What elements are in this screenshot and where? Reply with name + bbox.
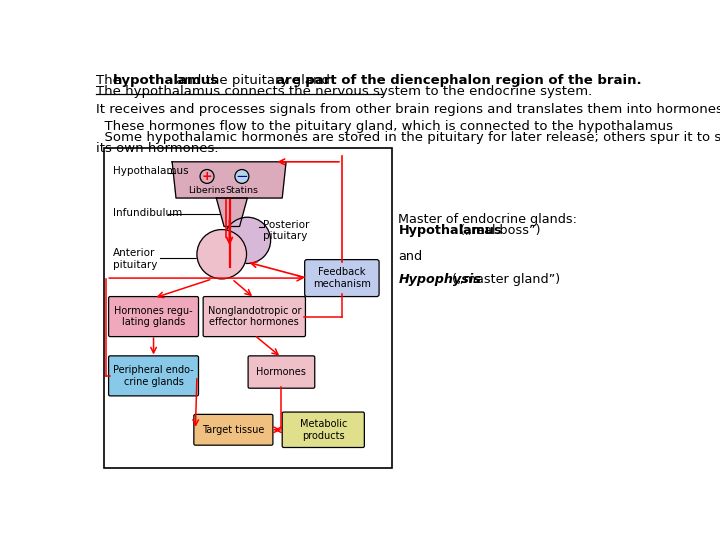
Text: Nonglandotropic or
effector hormones: Nonglandotropic or effector hormones — [207, 306, 301, 327]
Text: The hypothalamus connects the nervous system to the endocrine system.: The hypothalamus connects the nervous sy… — [96, 85, 593, 98]
Text: Some hypothalamic hormones are stored in the pituitary for later release; others: Some hypothalamic hormones are stored in… — [96, 131, 720, 144]
Circle shape — [235, 170, 249, 184]
Circle shape — [200, 170, 214, 184]
Text: („real boss”): („real boss”) — [456, 224, 540, 237]
Text: Hypophysis: Hypophysis — [398, 273, 482, 286]
Text: Posterior
pituitary: Posterior pituitary — [263, 220, 309, 241]
Text: Hypothalamus: Hypothalamus — [398, 224, 502, 237]
FancyBboxPatch shape — [248, 356, 315, 388]
Text: („master gland”): („master gland”) — [448, 273, 559, 286]
Text: Hypothalamus: Hypothalamus — [113, 166, 189, 177]
FancyBboxPatch shape — [203, 296, 305, 336]
FancyBboxPatch shape — [109, 296, 199, 336]
Bar — [104, 148, 392, 468]
Text: These hormones flow to the pituitary gland, which is connected to the hypothalam: These hormones flow to the pituitary gla… — [96, 120, 673, 133]
Text: Infundibulum: Infundibulum — [113, 208, 182, 218]
Text: The: The — [96, 74, 125, 87]
Text: Target tissue: Target tissue — [202, 425, 264, 435]
Text: Feedback
mechanism: Feedback mechanism — [313, 267, 371, 289]
Text: hypothalamus: hypothalamus — [113, 74, 219, 87]
Text: Peripheral endo-
crine glands: Peripheral endo- crine glands — [113, 365, 194, 387]
Text: Metabolic
products: Metabolic products — [300, 419, 347, 441]
Circle shape — [224, 217, 271, 264]
Polygon shape — [216, 198, 248, 226]
Text: +: + — [202, 170, 212, 183]
Text: its own hormones.: its own hormones. — [96, 142, 219, 155]
FancyBboxPatch shape — [305, 260, 379, 296]
Text: Liberins: Liberins — [189, 186, 225, 195]
Text: −: − — [235, 169, 248, 184]
FancyBboxPatch shape — [109, 356, 199, 396]
FancyBboxPatch shape — [282, 412, 364, 448]
Polygon shape — [172, 162, 286, 198]
Text: Anterior
pituitary: Anterior pituitary — [113, 248, 158, 269]
Text: Master of endocrine glands:: Master of endocrine glands: — [398, 213, 577, 226]
Text: It receives and processes signals from other brain regions and translates them i: It receives and processes signals from o… — [96, 103, 720, 116]
Text: and the pituitary gland: and the pituitary gland — [171, 74, 334, 87]
Circle shape — [197, 230, 246, 279]
Text: and: and — [398, 249, 423, 262]
FancyBboxPatch shape — [194, 414, 273, 445]
Text: Hormones: Hormones — [256, 367, 307, 377]
Text: are part of the diencephalon region of the brain.: are part of the diencephalon region of t… — [276, 74, 642, 87]
Text: Hormones regu-
lating glands: Hormones regu- lating glands — [114, 306, 193, 327]
Text: Statins: Statins — [225, 186, 258, 195]
